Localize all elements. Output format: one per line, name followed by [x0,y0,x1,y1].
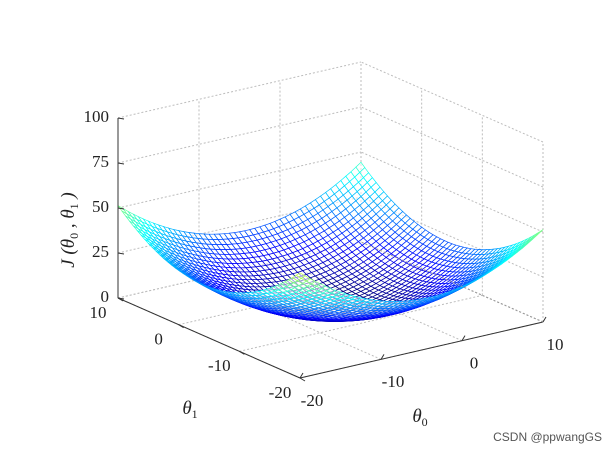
wall-grid-line [118,62,361,118]
surface-cell [534,230,543,237]
z-tick-mark [118,253,124,254]
x-tick-label: 0 [470,354,479,373]
x-tick-label: -10 [382,372,405,391]
z-tick-label: 100 [84,107,110,126]
y-axis-label: θ1 [182,398,197,420]
wall-grid-line [361,107,543,187]
z-tick-label: 75 [92,152,109,171]
y-tick-label: 10 [90,303,107,322]
y-tick-mark [300,378,305,381]
z-tick-mark [118,163,124,164]
x-axis-label: θ0 [412,406,427,428]
y-tick-label: -20 [269,383,292,402]
y-tick-label: 0 [154,330,163,349]
watermark: CSDN @ppwangGS [493,430,602,444]
x-tick-label: -20 [301,391,324,410]
x-axis-line [300,322,543,378]
surface-mesh [118,162,543,321]
z-tick-mark [118,208,124,209]
y-tick-label: -10 [208,356,231,375]
z-tick-mark [118,118,124,119]
x-tick-label: 10 [547,335,564,354]
wall-grid-line [361,62,543,142]
z-tick-label: 25 [92,242,109,261]
wall-grid-line [118,107,361,163]
z-axis-label: J (θ0 , θ1 ) [58,192,80,268]
z-tick-label: 50 [92,197,109,216]
